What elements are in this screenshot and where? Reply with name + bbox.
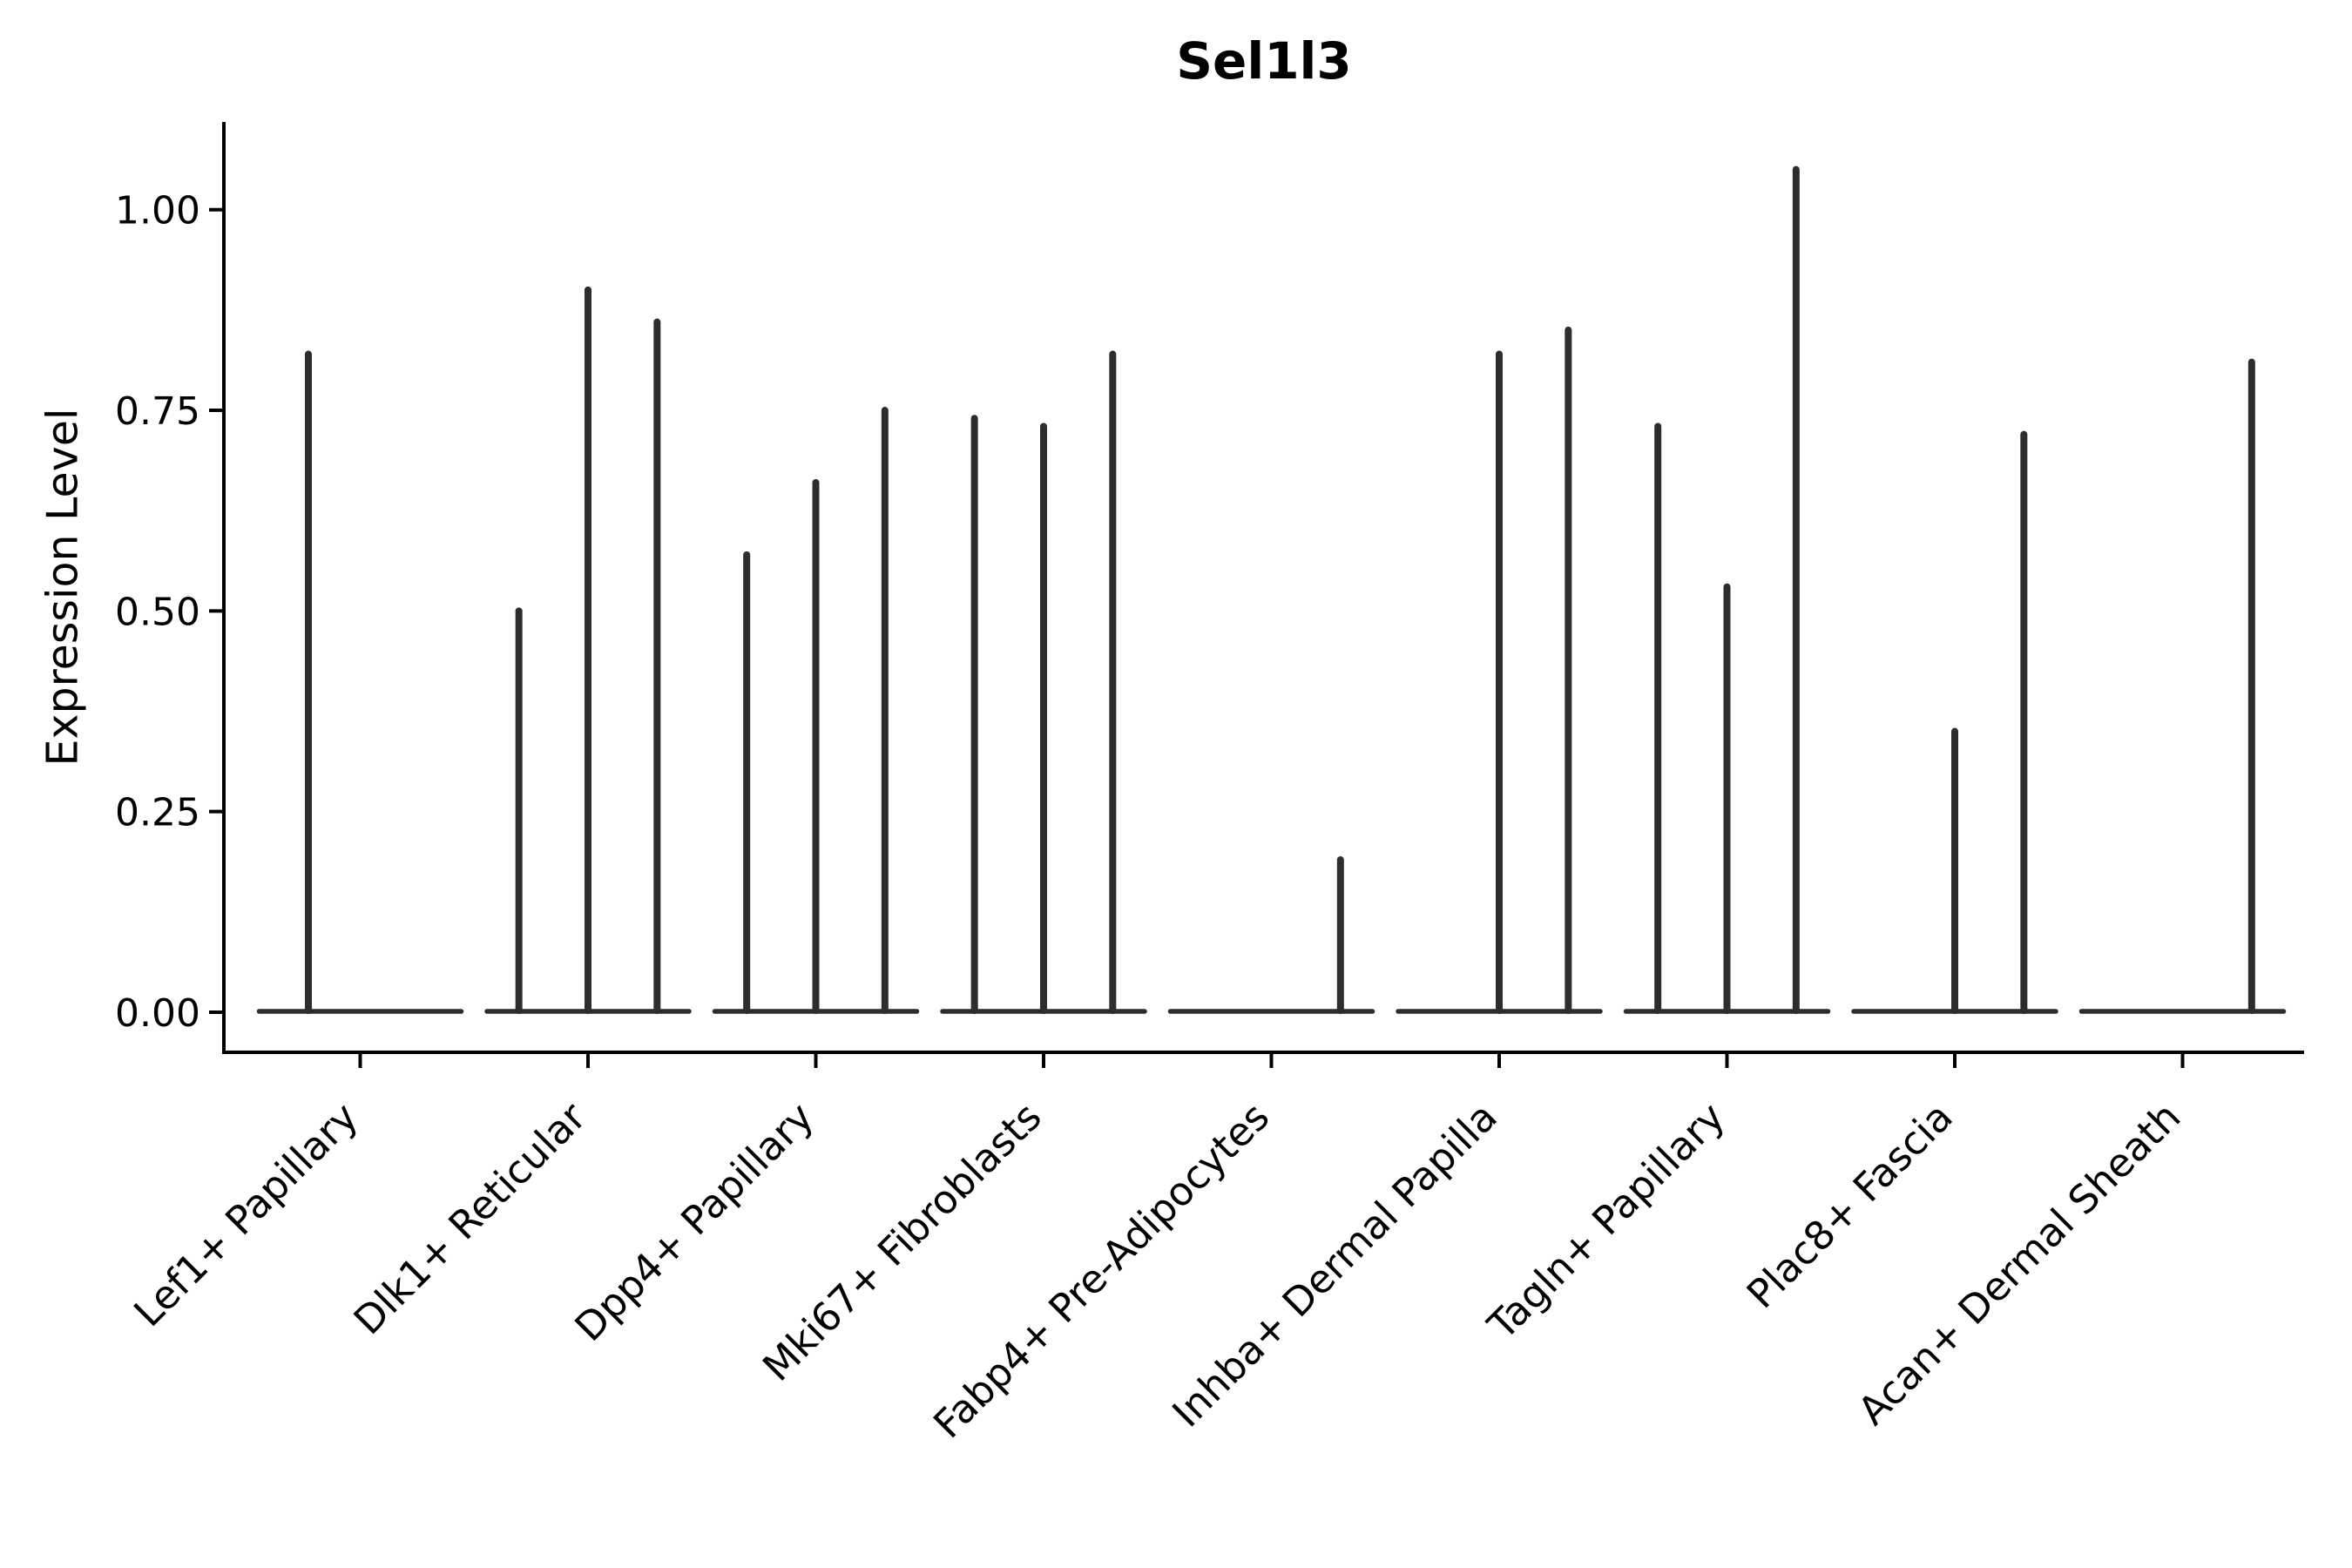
y-tick-label: 0.25 [115,791,200,835]
y-tick-label: 1.00 [115,189,200,233]
chart-title: Sel1l3 [1176,31,1352,91]
x-tick-label: Lef1+ Papillary [125,1093,367,1335]
x-tick-label: Dlk1+ Reticular [345,1093,595,1343]
x-tick-label: Dpp4+ Papillary [565,1093,822,1350]
y-tick-label: 0.75 [115,389,200,434]
x-tick-label: Plac8+ Fascia [1738,1093,1962,1317]
y-tick-label: 0.00 [115,991,200,1036]
x-tick-label: Tagln+ Papillary [1478,1093,1734,1348]
y-tick-label: 0.50 [115,590,200,634]
